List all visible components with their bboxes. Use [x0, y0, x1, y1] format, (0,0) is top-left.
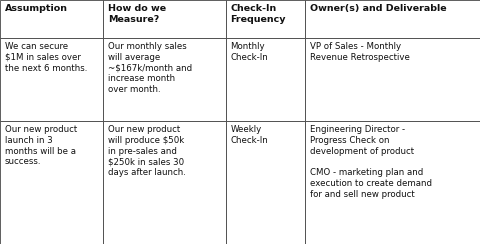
- Text: VP of Sales - Monthly
Revenue Retrospective: VP of Sales - Monthly Revenue Retrospect…: [310, 42, 409, 62]
- Bar: [305, 121, 480, 244]
- Bar: [103, 38, 226, 121]
- Text: Assumption: Assumption: [5, 4, 68, 13]
- Bar: [305, 0, 480, 38]
- Bar: [0, 38, 103, 121]
- Text: Owner(s) and Deliverable: Owner(s) and Deliverable: [310, 4, 446, 13]
- Text: Our new product
launch in 3
months will be a
success.: Our new product launch in 3 months will …: [5, 125, 77, 166]
- Bar: [226, 121, 305, 244]
- Bar: [0, 0, 103, 38]
- Text: Engineering Director -
Progress Check on
development of product

CMO - marketing: Engineering Director - Progress Check on…: [310, 125, 432, 199]
- Bar: [103, 0, 226, 38]
- Bar: [103, 121, 226, 244]
- Bar: [0, 121, 103, 244]
- Text: Our new product
will produce $50k
in pre-sales and
$250k in sales 30
days after : Our new product will produce $50k in pre…: [108, 125, 186, 177]
- Text: Weekly
Check-In: Weekly Check-In: [230, 125, 268, 145]
- Text: Monthly
Check-In: Monthly Check-In: [230, 42, 268, 62]
- Bar: [226, 0, 305, 38]
- Text: Check-In
Frequency: Check-In Frequency: [230, 4, 286, 24]
- Bar: [305, 38, 480, 121]
- Text: How do we
Measure?: How do we Measure?: [108, 4, 166, 24]
- Text: Our monthly sales
will average
~$167k/month and
increase month
over month.: Our monthly sales will average ~$167k/mo…: [108, 42, 192, 94]
- Bar: [226, 38, 305, 121]
- Text: We can secure
$1M in sales over
the next 6 months.: We can secure $1M in sales over the next…: [5, 42, 87, 73]
